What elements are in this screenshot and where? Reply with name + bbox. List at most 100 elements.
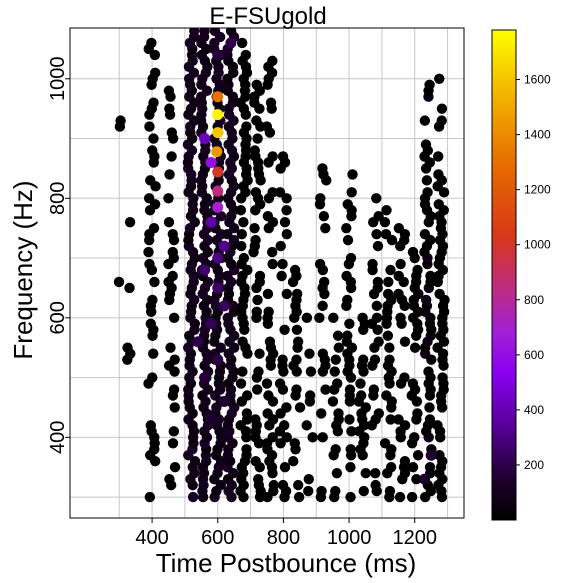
scatter-point (254, 270, 266, 282)
scatter-point (169, 402, 180, 413)
scatter-point (434, 450, 445, 461)
scatter-point (143, 193, 155, 204)
scatter-point (225, 28, 237, 37)
scatter-point (267, 432, 278, 443)
scatter-point (432, 420, 443, 431)
scatter-point (291, 324, 303, 335)
scatter-point (412, 450, 424, 461)
scatter-point (333, 342, 344, 353)
scatter-point (345, 491, 356, 503)
scatter-point (384, 354, 395, 365)
scatter-point (421, 175, 433, 186)
y-tick-label: 800 (47, 182, 69, 215)
scatter-point (124, 217, 136, 228)
scatter-point (222, 270, 233, 282)
scatter-point (279, 217, 291, 228)
scatter-point (279, 462, 291, 473)
scatter-point (436, 103, 448, 114)
scatter-point (371, 193, 382, 204)
scatter-point (147, 372, 158, 383)
scatter-point (279, 420, 290, 431)
scatter-point (372, 276, 384, 288)
scatter-point (236, 37, 248, 49)
scatter-point (265, 97, 277, 108)
colorbar-tick-label: 200 (524, 458, 544, 472)
scatter-point (169, 354, 180, 365)
y-tick-label: 400 (47, 421, 69, 454)
scatter-point (147, 294, 158, 306)
scatter-point (345, 252, 357, 264)
scatter-point (399, 420, 411, 431)
scatter-point (424, 462, 436, 473)
scatter-point (346, 426, 357, 437)
scatter-point (372, 240, 384, 252)
scatter-point (358, 354, 369, 365)
scatter-point (419, 115, 431, 126)
scatter-point (237, 336, 248, 347)
scatter-point (412, 408, 423, 419)
scatter-point (393, 222, 405, 234)
scatter-point (235, 205, 247, 216)
scatter-point (148, 222, 160, 234)
highlight-point (425, 449, 437, 461)
scatter-point (373, 408, 385, 419)
scatter-point (281, 432, 292, 443)
scatter-point (409, 342, 421, 353)
highlight-point (212, 282, 224, 294)
scatter-point (303, 473, 315, 485)
scatter-point (345, 444, 356, 455)
scatter-point (187, 491, 199, 503)
scatter-point (371, 228, 382, 240)
scatter-point (342, 330, 353, 341)
scatter-point (251, 115, 262, 126)
scatter-point (274, 378, 286, 389)
scatter-point (301, 312, 313, 324)
colorbar-tick-label: 1000 (524, 238, 551, 252)
scatter-point (150, 67, 161, 79)
highlight-point (212, 49, 224, 61)
scatter-point (167, 438, 179, 449)
highlight-point (212, 354, 224, 366)
scatter-point (330, 444, 341, 455)
colorbar-tick-label: 800 (524, 293, 544, 307)
scatter-point (385, 264, 396, 276)
scatter-point (333, 408, 344, 419)
scatter-point (241, 408, 253, 419)
scatter-point (250, 187, 262, 198)
scatter-point (329, 366, 340, 377)
scatter-point (406, 491, 418, 503)
scatter-point (291, 384, 302, 395)
scatter-point (420, 139, 432, 150)
scatter-point (235, 378, 247, 389)
scatter-point (342, 234, 354, 246)
scatter-point (315, 193, 326, 204)
scatter-point (301, 420, 312, 431)
highlight-point (212, 91, 224, 103)
scatter-point (424, 414, 436, 425)
scatter-point (381, 390, 392, 401)
scatter-point (330, 354, 342, 365)
scatter-point (168, 426, 180, 437)
scatter-point (399, 336, 411, 347)
scatter-point (122, 342, 133, 353)
scatter-point (394, 491, 406, 503)
scatter-point (409, 432, 420, 443)
scatter-point (291, 288, 303, 300)
highlight-point (218, 300, 230, 312)
scatter-point (165, 342, 176, 353)
scatter-point (250, 234, 261, 246)
scatter-point (368, 384, 380, 395)
x-tick-label: 400 (135, 527, 168, 549)
y-tick-label: 1000 (47, 57, 69, 102)
scatter-point (249, 145, 260, 156)
scatter-point (360, 402, 372, 413)
scatter-point (317, 163, 328, 174)
scatter-point (407, 378, 419, 389)
scatter-points (113, 28, 450, 503)
scatter-point (395, 312, 406, 324)
scatter-point (113, 276, 125, 288)
scatter-point (148, 348, 159, 359)
scatter-point (163, 193, 174, 204)
scatter-point (209, 28, 221, 37)
